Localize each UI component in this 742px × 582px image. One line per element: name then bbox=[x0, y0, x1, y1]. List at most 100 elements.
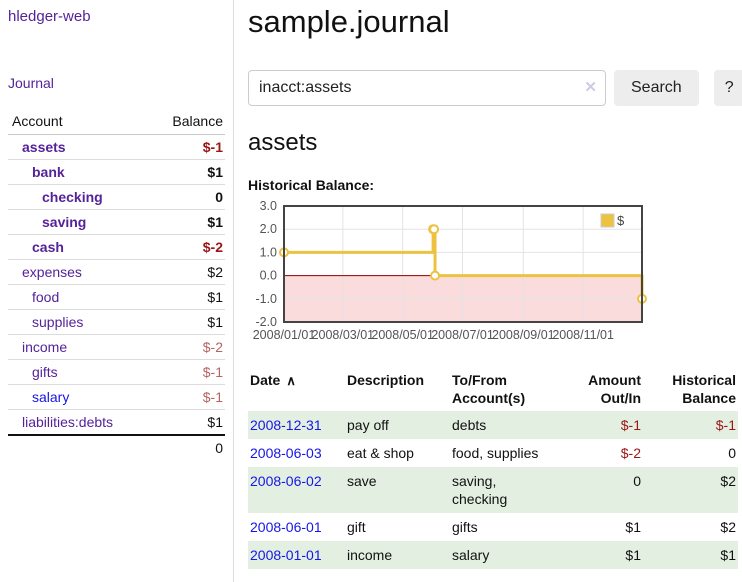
accounts-total-value: 0 bbox=[8, 434, 225, 460]
transaction-row: 2008-06-01 gift gifts $1 $2 bbox=[248, 513, 738, 541]
brand-link[interactable]: hledger-web bbox=[8, 8, 91, 25]
svg-text:$: $ bbox=[617, 213, 625, 228]
transaction-description: income bbox=[345, 541, 450, 569]
accounts-header-balance: Balance bbox=[149, 109, 225, 135]
account-row: salary $-1 bbox=[8, 384, 225, 410]
transaction-row: 2008-06-03 eat & shop food, supplies $-2 0 bbox=[248, 439, 738, 467]
account-row: saving $1 bbox=[8, 209, 225, 235]
transaction-date-cell: 2008-01-01 bbox=[248, 541, 345, 569]
transaction-date-link[interactable]: 2008-12-31 bbox=[250, 417, 322, 433]
transaction-accounts: salary bbox=[450, 541, 562, 569]
account-link[interactable]: salary bbox=[32, 389, 70, 405]
transaction-accounts: food, supplies bbox=[452, 445, 539, 461]
search-box: ✕ bbox=[248, 70, 606, 106]
account-balance: $1 bbox=[149, 284, 225, 310]
svg-text:-1.0: -1.0 bbox=[255, 292, 277, 306]
account-link[interactable]: assets bbox=[22, 139, 66, 155]
transaction-description: eat & shop bbox=[347, 445, 414, 461]
account-row: checking 0 bbox=[8, 184, 225, 210]
accounts-table: Account Balance assets $-1 bank $1 checking 0… bbox=[8, 109, 225, 460]
accounts-body: assets $-1 bank $1 checking 0 saving $1 cash $-2 e… bbox=[8, 134, 225, 436]
transaction-date-cell: 2008-06-03 bbox=[248, 439, 345, 467]
account-name-cell: gifts bbox=[8, 359, 150, 385]
search-bar: ✕ Search ? bbox=[248, 70, 742, 106]
transaction-accounts: gifts bbox=[452, 519, 478, 535]
account-balance: $-2 bbox=[149, 234, 225, 260]
account-link[interactable]: food bbox=[32, 289, 60, 305]
account-name-cell: food bbox=[8, 284, 150, 310]
svg-text:-2.0: -2.0 bbox=[255, 315, 277, 329]
accounts-header-row: Account Balance bbox=[8, 109, 225, 135]
transaction-date-link[interactable]: 2008-06-03 bbox=[250, 445, 322, 461]
transaction-amount: $1 bbox=[562, 541, 643, 569]
svg-text:1.0: 1.0 bbox=[260, 245, 277, 259]
transaction-balance: 0 bbox=[728, 445, 736, 461]
account-link[interactable]: liabilities:debts bbox=[22, 414, 114, 430]
sort-ascending-icon: ∧ bbox=[286, 373, 296, 388]
account-link[interactable]: income bbox=[22, 339, 68, 355]
search-button[interactable]: Search bbox=[614, 70, 699, 106]
account-link[interactable]: supplies bbox=[32, 314, 84, 330]
sidebar: hledger-web Journal Account Balance asse… bbox=[0, 0, 234, 582]
account-row: supplies $1 bbox=[8, 309, 225, 335]
account-name-cell: income bbox=[8, 334, 150, 360]
register-header-date[interactable]: Date ∧ bbox=[250, 372, 296, 388]
transaction-date-cell: 2008-06-01 bbox=[248, 513, 345, 541]
sidebar-item-journal[interactable]: Journal bbox=[8, 75, 54, 91]
page-title: sample.journal bbox=[248, 4, 450, 39]
account-row: assets $-1 bbox=[8, 134, 225, 160]
register-header-accounts: To/From Account(s) bbox=[452, 372, 526, 406]
transaction-date-cell: 2008-12-31 bbox=[248, 411, 345, 439]
transaction-date-link[interactable]: 2008-06-02 bbox=[250, 473, 322, 489]
account-link[interactable]: checking bbox=[42, 189, 103, 205]
account-row: cash $-2 bbox=[8, 234, 225, 260]
register-header-description: Description bbox=[347, 372, 425, 388]
account-balance: $-1 bbox=[149, 134, 225, 160]
svg-text:0.0: 0.0 bbox=[260, 269, 277, 283]
transaction-balance: $2 bbox=[643, 467, 738, 513]
svg-text:2008/01/01: 2008/01/01 bbox=[253, 328, 316, 342]
account-row: liabilities:debts $1 bbox=[8, 409, 225, 436]
account-link[interactable]: gifts bbox=[32, 364, 58, 380]
account-link[interactable]: saving bbox=[42, 214, 87, 230]
account-row: food $1 bbox=[8, 284, 225, 310]
transaction-date-link[interactable]: 2008-06-01 bbox=[250, 519, 322, 535]
transaction-accounts: debts bbox=[450, 411, 562, 439]
account-name-cell: assets bbox=[8, 134, 150, 160]
transaction-row: 2008-01-01 income salary $1 $1 bbox=[248, 541, 738, 569]
account-name-cell: checking bbox=[8, 184, 150, 210]
account-name-cell: salary bbox=[8, 384, 150, 410]
account-name-cell: bank bbox=[8, 159, 150, 185]
account-link[interactable]: bank bbox=[32, 164, 65, 180]
search-input[interactable] bbox=[248, 70, 606, 106]
account-name-cell: cash bbox=[8, 234, 150, 260]
chart-title: Historical Balance: bbox=[248, 177, 375, 193]
account-name-cell: expenses bbox=[8, 259, 150, 285]
svg-text:3.0: 3.0 bbox=[260, 201, 277, 213]
account-balance: $1 bbox=[149, 309, 225, 335]
account-link[interactable]: expenses bbox=[22, 264, 82, 280]
transaction-balance: $1 bbox=[643, 541, 738, 569]
transaction-date-cell: 2008-06-02 bbox=[248, 467, 345, 513]
account-link[interactable]: cash bbox=[32, 239, 64, 255]
transaction-amount: 0 bbox=[562, 467, 643, 513]
svg-text:2.0: 2.0 bbox=[260, 222, 277, 236]
transaction-balance: $2 bbox=[720, 519, 736, 535]
accounts-header-account: Account bbox=[8, 109, 150, 135]
account-row: gifts $-1 bbox=[8, 359, 225, 385]
transaction-balance: $-1 bbox=[643, 411, 738, 439]
clear-search-icon[interactable]: ✕ bbox=[584, 79, 597, 96]
transaction-description: pay off bbox=[345, 411, 450, 439]
account-balance: $2 bbox=[149, 259, 225, 285]
svg-text:2008/05/01: 2008/05/01 bbox=[371, 328, 434, 342]
account-balance: $-2 bbox=[149, 334, 225, 360]
main-content: sample.journal ✕ Search ? assets Histori… bbox=[234, 0, 742, 582]
account-name-cell: saving bbox=[8, 209, 150, 235]
accounts-total-row: 0 bbox=[8, 434, 225, 460]
register-header-row: Date ∧ Description To/From Account(s) Amo… bbox=[248, 367, 738, 411]
transaction-description: save bbox=[345, 467, 450, 513]
help-button[interactable]: ? bbox=[713, 70, 742, 106]
account-heading: assets bbox=[248, 129, 318, 156]
transaction-amount: $-2 bbox=[620, 445, 641, 461]
transaction-date-link[interactable]: 2008-01-01 bbox=[250, 547, 322, 563]
